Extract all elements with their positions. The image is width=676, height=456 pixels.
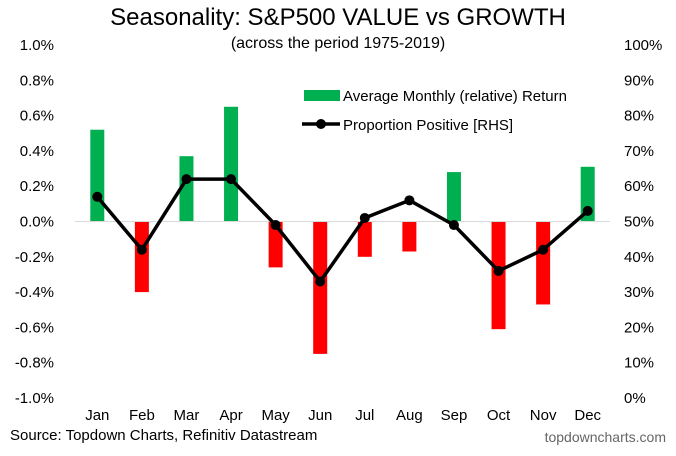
- legend-swatch-marker: [316, 119, 326, 129]
- bar-feb: [134, 221, 149, 293]
- left-tick-label: 0.8%: [20, 72, 54, 89]
- left-tick-label: -0.8%: [15, 355, 54, 372]
- x-tick-label: Aug: [396, 407, 423, 424]
- right-tick-label: 50%: [624, 214, 654, 231]
- right-tick-label: 0%: [624, 390, 646, 407]
- point-jun: [315, 276, 326, 287]
- bar-jun: [313, 221, 328, 354]
- left-tick-label: -0.4%: [15, 284, 54, 301]
- right-tick-label: 70%: [624, 143, 654, 160]
- left-tick-label: 0.6%: [20, 108, 54, 125]
- legend-swatch-bar: [304, 90, 340, 101]
- bar-aug: [402, 221, 417, 252]
- x-tick-label: Oct: [487, 407, 511, 424]
- line-series: [92, 174, 593, 287]
- point-feb: [136, 244, 147, 255]
- point-may: [270, 220, 281, 231]
- point-dec: [582, 205, 593, 216]
- right-tick-label: 30%: [624, 284, 654, 301]
- left-tick-label: 0.4%: [20, 143, 54, 160]
- x-tick-label: Apr: [219, 407, 242, 424]
- right-tick-label: 60%: [624, 178, 654, 195]
- bar-jan: [90, 129, 105, 222]
- legend-label-line: Proportion Positive [RHS]: [343, 117, 513, 134]
- point-sep: [448, 220, 459, 231]
- chart-subtitle: (across the period 1975-2019): [230, 35, 446, 52]
- left-tick-label: -0.6%: [15, 319, 54, 336]
- x-tick-label: Jan: [85, 407, 109, 424]
- right-tick-label: 100%: [624, 37, 662, 54]
- bar-mar: [179, 156, 194, 222]
- point-mar: [181, 174, 192, 185]
- left-tick-label: 1.0%: [20, 37, 54, 54]
- site-watermark: topdowncharts.com: [544, 429, 666, 445]
- right-tick-label: 40%: [624, 249, 654, 266]
- left-tick-label: 0.2%: [20, 178, 54, 195]
- left-tick-label: -1.0%: [15, 390, 54, 407]
- bar-jul: [357, 221, 372, 257]
- legend-label-bar: Average Monthly (relative) Return: [343, 88, 567, 105]
- point-jul: [359, 212, 370, 223]
- chart-title: Seasonality: S&P500 VALUE vs GROWTH: [110, 4, 566, 31]
- right-tick-label: 80%: [624, 108, 654, 125]
- right-tick-label: 10%: [624, 355, 654, 372]
- x-tick-label: Dec: [574, 407, 601, 424]
- x-tick-label: Feb: [129, 407, 155, 424]
- right-tick-label: 20%: [624, 319, 654, 336]
- point-jan: [92, 191, 103, 202]
- x-tick-label: Nov: [530, 407, 557, 424]
- point-aug: [404, 195, 415, 206]
- x-tick-label: Sep: [441, 407, 468, 424]
- x-tick-label: Jun: [308, 407, 332, 424]
- source-note: Source: Topdown Charts, Refinitiv Datast…: [10, 427, 318, 444]
- x-axis-ticks: Jan Feb Mar Apr May Jun Jul Aug Sep Oct Nov Dec: [85, 407, 601, 424]
- bar-nov: [536, 221, 551, 305]
- right-tick-label: 90%: [624, 72, 654, 89]
- left-tick-label: -0.2%: [15, 249, 54, 266]
- left-axis-ticks: 1.0% 0.8% 0.6% 0.4% 0.2% 0.0% -0.2% -0.4% -0.6% -…: [15, 37, 54, 407]
- right-axis-ticks: 100% 90% 80% 70% 60% 50% 40% 30% 20% 10% 0%: [624, 37, 662, 407]
- x-tick-label: Jul: [355, 407, 374, 424]
- bar-series: [90, 106, 595, 354]
- point-apr: [226, 174, 237, 185]
- bar-sep: [446, 172, 461, 222]
- x-tick-label: May: [261, 407, 290, 424]
- bar-may: [268, 221, 283, 268]
- point-oct: [493, 265, 504, 276]
- point-nov: [538, 244, 549, 255]
- legend: Average Monthly (relative) Return Propor…: [302, 88, 567, 134]
- x-tick-label: Mar: [174, 407, 200, 424]
- proportion-positive-line: [95, 177, 589, 284]
- left-tick-label: 0.0%: [20, 214, 54, 231]
- bar-apr: [224, 106, 239, 222]
